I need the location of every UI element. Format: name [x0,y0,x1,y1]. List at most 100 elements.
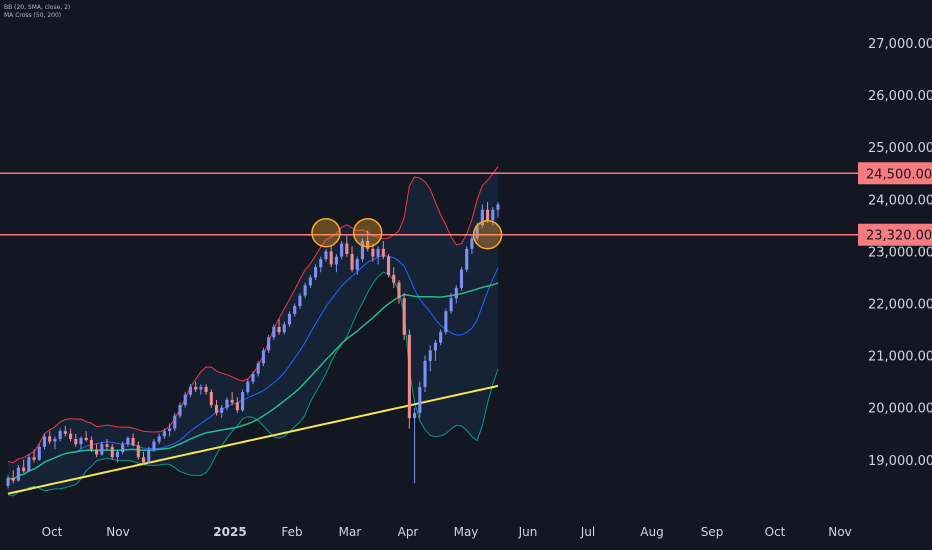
bb-indicator-label[interactable]: BB (20, SMA, close, 2) [4,4,71,11]
candle-body [287,313,292,325]
candle-body [214,405,219,413]
candle-body [220,407,224,413]
candle-body [74,438,78,445]
x-tick-label: Apr [398,525,419,539]
x-tick-label: Jul [580,525,595,539]
candle-body [168,428,172,432]
y-tick-label: 25,000.00 [868,141,932,156]
bollinger-band-fill [8,166,498,496]
candle-body [162,431,166,437]
candle-body [147,449,151,463]
candle-body [121,444,125,452]
highlight-circle [311,217,341,248]
candle-body [433,342,437,351]
highlight-circle [472,219,503,250]
x-tick-label: 2025 [213,525,246,539]
candle-body [345,243,349,255]
x-tick-label: Aug [640,525,663,539]
candle-body [371,248,375,257]
candle-body [496,204,500,210]
candle-body [194,386,198,390]
y-tick-label: 21,000.00 [868,350,932,365]
candle-body [360,240,365,260]
candle-body [11,478,15,481]
candle-body [16,467,20,481]
level-badge-label: 23,320.00 [866,229,932,244]
candle-body [42,436,47,447]
candle-body [340,243,344,257]
candle-body [267,337,271,351]
candle-body [230,399,234,403]
ma-cross-indicator-label[interactable]: MA Cross (50, 200) [4,12,62,19]
x-tick-label: Feb [281,525,302,539]
candle-body [89,440,93,450]
candle-body [95,449,99,455]
candle-body [480,209,484,226]
x-tick-label: Sep [701,525,724,539]
ma50-line [7,282,499,481]
candle-body [329,251,333,265]
candle-body [324,251,328,260]
x-tick-label: Nov [106,525,129,539]
candle-body [439,332,443,343]
candle-body [188,386,192,395]
x-tick-label: May [454,525,479,539]
candle-body [355,259,359,270]
candle-body [459,269,464,288]
y-tick-label: 27,000.00 [868,37,932,52]
level-badge [858,223,932,246]
candle-body [115,451,120,458]
ma200-line [7,384,499,495]
candle-body [178,405,182,416]
candle-body [256,363,260,374]
x-tick-label: Oct [765,525,786,539]
candle-body [282,324,286,333]
x-tick-label: Mar [339,525,362,539]
indicator-legend: BB (20, SMA, close, 2) MA Cross (50, 200… [4,4,70,20]
candle-body [251,373,255,382]
y-tick-label: 24,000.00 [868,193,932,208]
candle-body [84,437,88,441]
candle-body [423,360,427,387]
candle-body [261,350,265,364]
candle-body [53,438,57,442]
candle-body [79,437,83,445]
candle-body [293,306,297,314]
y-tick-label: 20,000.00 [868,402,932,417]
candle-body [37,446,41,460]
candle-body [141,457,146,463]
candle-body [366,240,370,249]
candle-body [100,444,104,455]
candle-body [63,431,67,434]
candle-body [470,238,474,249]
candle-body [126,437,130,445]
candle-body [407,334,411,419]
candle-body [386,256,391,275]
candle-body [444,311,448,333]
candle-body [298,295,302,307]
candle-body [303,285,307,296]
candle-body [314,267,318,278]
candle-body [308,277,312,286]
candle-body [246,381,250,393]
bb-basis-line [7,254,499,480]
candle-body [334,256,338,265]
candle-body [277,326,281,333]
candle-body [319,259,323,268]
candle-body [209,392,213,406]
level-badge-label: 24,500.00 [866,167,932,182]
y-tick-label: 26,000.00 [868,89,932,104]
candle-body [157,436,161,442]
y-tick-label: 22,000.00 [868,298,932,313]
candle-body [491,209,495,221]
candle-body [397,282,401,299]
candle-body [428,350,432,361]
candle-body [235,402,239,411]
y-tick-label: 23,000.00 [868,245,932,260]
candle-body [486,209,490,221]
candle-body [272,326,276,338]
candle-body [69,433,73,439]
level-badge [858,162,932,185]
